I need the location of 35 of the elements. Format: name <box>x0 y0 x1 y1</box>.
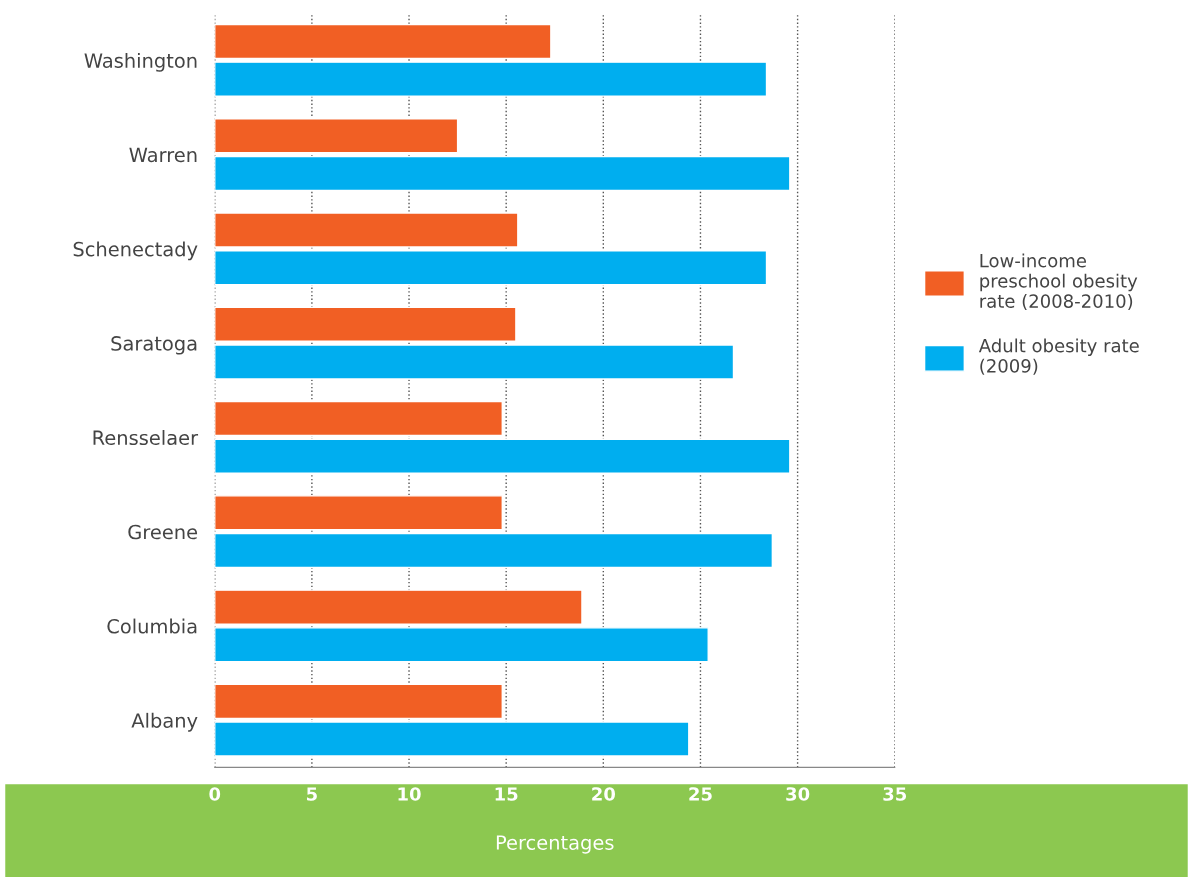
bar <box>214 344 735 380</box>
x-tick-label: 10 <box>398 787 421 801</box>
bar <box>214 721 690 757</box>
bar <box>214 627 709 663</box>
bar <box>214 495 503 531</box>
y-tick-label: Rensselaer <box>93 430 199 446</box>
bar <box>214 23 552 60</box>
bar <box>214 306 517 342</box>
x-tick-label: 25 <box>689 787 712 801</box>
y-tick-label: Albany <box>131 712 198 732</box>
y-tick-label: Greene <box>128 524 198 540</box>
bar <box>214 438 791 474</box>
bar <box>214 250 768 286</box>
legend-label: Adult obesity rate (2009) <box>978 338 1139 375</box>
x-tick-label: 20 <box>592 787 616 801</box>
bar <box>214 589 583 625</box>
x-axis-title: Percentages <box>496 835 614 854</box>
x-tick-label: 0 <box>209 787 221 801</box>
x-tick-label: 15 <box>495 787 518 801</box>
bar <box>214 683 503 720</box>
y-tick-label: Columbia <box>107 618 197 634</box>
y-tick-label: Saratoga <box>111 336 197 355</box>
x-tick-label: 35 <box>883 787 907 801</box>
x-tick-label: 30 <box>786 787 810 801</box>
bar <box>214 155 791 192</box>
bar <box>214 212 519 248</box>
bar <box>214 532 774 569</box>
y-tick-label: Washington <box>84 52 197 72</box>
bar <box>214 400 503 437</box>
bar <box>214 118 459 154</box>
bar <box>214 61 768 97</box>
x-tick-label: 5 <box>307 787 317 801</box>
y-tick-label: Schenectady <box>73 241 198 261</box>
y-tick-label: Warren <box>129 147 197 163</box>
legend-label: Low-income preschool obesity rate (2008-2010) <box>980 253 1138 311</box>
